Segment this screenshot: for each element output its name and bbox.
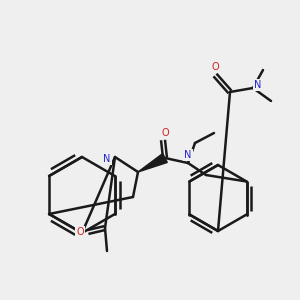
Text: N: N	[103, 154, 111, 164]
Polygon shape	[138, 154, 167, 172]
Text: O: O	[211, 62, 219, 72]
Text: N: N	[254, 80, 262, 90]
Text: O: O	[161, 128, 169, 138]
Text: N: N	[184, 150, 192, 160]
Text: O: O	[76, 227, 84, 237]
